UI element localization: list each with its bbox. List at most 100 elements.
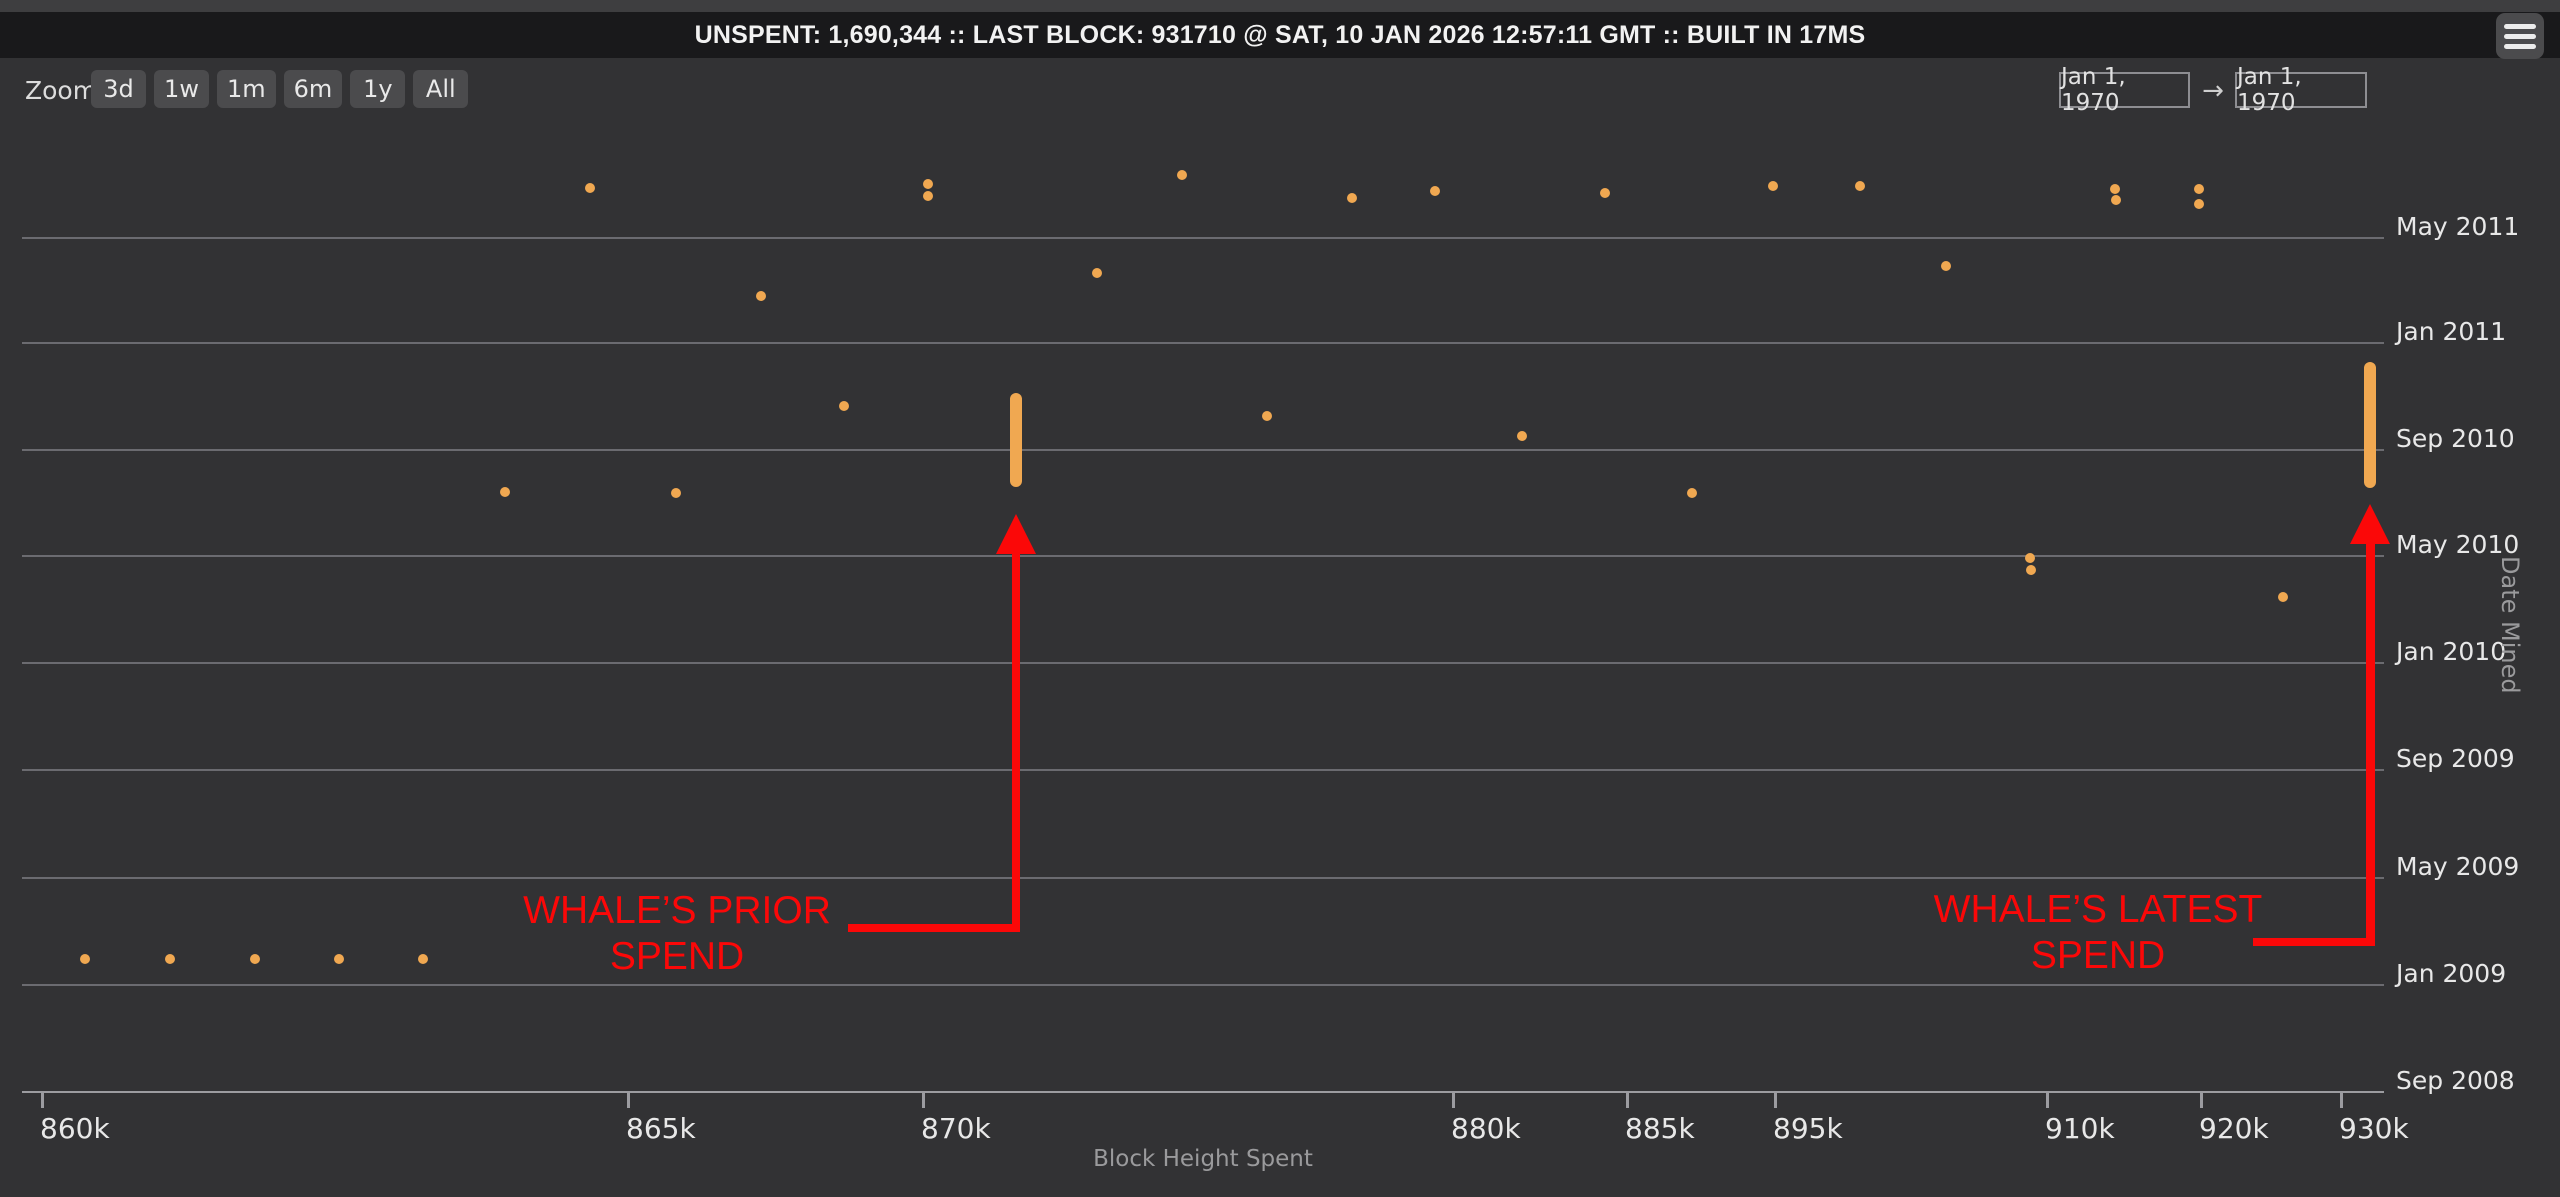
hamburger-icon: [2504, 23, 2536, 29]
zoom-range-button-1m[interactable]: 1m: [217, 70, 276, 108]
x-axis-tick: [627, 1092, 630, 1108]
gridline-jan-2009: [22, 984, 2384, 986]
zoom-range-button-1w[interactable]: 1w: [154, 70, 209, 108]
x-axis-label: 870k: [921, 1112, 991, 1145]
y-axis-label: Sep 2008: [2396, 1066, 2515, 1095]
data-point[interactable]: [2194, 199, 2204, 209]
data-point[interactable]: [2194, 184, 2204, 194]
gridline-may-2010: [22, 555, 2384, 557]
x-axis-title: Block Height Spent: [1093, 1146, 1313, 1172]
y-axis-label: Sep 2009: [2396, 744, 2515, 773]
annotation-line: WHALE’S PRIOR: [523, 889, 831, 932]
y-axis-label: May 2010: [2396, 530, 2520, 559]
x-axis-label: 860k: [40, 1112, 110, 1145]
data-point-streak[interactable]: [1010, 393, 1022, 487]
data-point[interactable]: [923, 191, 933, 201]
data-point[interactable]: [418, 954, 428, 964]
data-point[interactable]: [1177, 170, 1187, 180]
range-arrow-icon: →: [2202, 76, 2224, 106]
annotation-line: SPEND: [609, 935, 745, 978]
data-point[interactable]: [1430, 186, 1440, 196]
x-axis-tick: [1774, 1092, 1777, 1108]
menu-button[interactable]: [2496, 13, 2544, 59]
gridline-sep-2009: [22, 769, 2384, 771]
x-axis-tick: [2046, 1092, 2049, 1108]
gridline-jan-2010: [22, 662, 2384, 664]
status-text: UNSPENT: 1,690,344 :: LAST BLOCK: 931710…: [694, 20, 1866, 49]
y-axis-label: Jan 2010: [2396, 637, 2507, 666]
data-point[interactable]: [2278, 592, 2288, 602]
y-axis-label: Jan 2009: [2396, 959, 2507, 988]
x-axis-tick: [1626, 1092, 1629, 1108]
y-axis-label: May 2011: [2396, 212, 2520, 241]
data-point[interactable]: [1347, 193, 1357, 203]
zoom-range-button-all[interactable]: All: [413, 70, 469, 108]
x-axis-tick: [2340, 1092, 2343, 1108]
hamburger-icon: [2504, 33, 2536, 39]
x-axis-label: 930k: [2339, 1112, 2409, 1145]
gridline-jan-2011: [22, 342, 2384, 344]
data-point[interactable]: [2025, 553, 2035, 563]
data-point[interactable]: [1768, 181, 1778, 191]
x-axis-label: 865k: [626, 1112, 696, 1145]
data-point[interactable]: [756, 291, 766, 301]
hamburger-icon: [2504, 43, 2536, 49]
zoom-range-button-6m[interactable]: 6m: [283, 70, 343, 108]
annotation-connector-horizontal: [2253, 938, 2375, 946]
x-axis-label: 895k: [1773, 1112, 1843, 1145]
top-status-bar: UNSPENT: 1,690,344 :: LAST BLOCK: 931710…: [0, 12, 2560, 58]
x-axis-tick: [41, 1092, 44, 1108]
y-axis-label: May 2009: [2396, 852, 2520, 881]
data-point[interactable]: [2111, 195, 2121, 205]
annotation-line: SPEND: [2030, 934, 2166, 977]
x-axis-label: 880k: [1451, 1112, 1521, 1145]
x-axis-label: 885k: [1625, 1112, 1695, 1145]
data-point[interactable]: [1262, 411, 1272, 421]
y-axis-label: Sep 2010: [2396, 424, 2515, 453]
data-point[interactable]: [839, 401, 849, 411]
x-axis-tick: [1452, 1092, 1455, 1108]
data-point[interactable]: [585, 183, 595, 193]
x-axis-label: 920k: [2199, 1112, 2269, 1145]
data-point[interactable]: [334, 954, 344, 964]
zoom-range-button-3d[interactable]: 3d: [91, 70, 146, 108]
data-point[interactable]: [1687, 488, 1697, 498]
data-point[interactable]: [165, 954, 175, 964]
annotation-arrowhead-icon: [2350, 504, 2390, 544]
data-point[interactable]: [1517, 431, 1527, 441]
data-point[interactable]: [923, 179, 933, 189]
zoom-range-button-1y[interactable]: 1y: [350, 70, 406, 108]
annotation-arrow-shaft: [2366, 544, 2375, 946]
zoom-button-group: 3d 1w 1m 6m 1y All: [91, 70, 469, 108]
data-point[interactable]: [80, 954, 90, 964]
gridline-may-2009: [22, 877, 2384, 879]
annotation-connector-horizontal: [848, 924, 1020, 932]
data-point[interactable]: [1855, 181, 1865, 191]
top-strip: [0, 0, 2560, 12]
annotation-arrow-shaft: [1012, 552, 1020, 932]
y-axis-label: Jan 2011: [2396, 317, 2507, 346]
data-point-streak[interactable]: [2364, 362, 2376, 488]
data-point[interactable]: [671, 488, 681, 498]
annotation-text: WHALE’S PRIOR SPEND: [417, 888, 937, 980]
gridline-sep-2010: [22, 449, 2384, 451]
annotation-line: WHALE’S LATEST: [1933, 888, 2263, 931]
x-axis-line: [22, 1091, 2384, 1093]
x-axis-tick: [922, 1092, 925, 1108]
x-axis-tick: [2200, 1092, 2203, 1108]
data-point[interactable]: [500, 487, 510, 497]
y-axis-title: Date Mined: [2496, 556, 2524, 694]
annotation-text: WHALE’S LATEST SPEND: [1838, 887, 2358, 979]
x-axis-label: 910k: [2045, 1112, 2115, 1145]
data-point[interactable]: [2110, 184, 2120, 194]
data-point[interactable]: [1600, 188, 1610, 198]
data-point[interactable]: [2026, 565, 2036, 575]
data-point[interactable]: [1941, 261, 1951, 271]
data-point[interactable]: [250, 954, 260, 964]
annotation-arrowhead-icon: [996, 514, 1036, 554]
data-point[interactable]: [1092, 268, 1102, 278]
zoom-label: Zoom: [25, 76, 98, 105]
gridline-may-2011: [22, 237, 2384, 239]
